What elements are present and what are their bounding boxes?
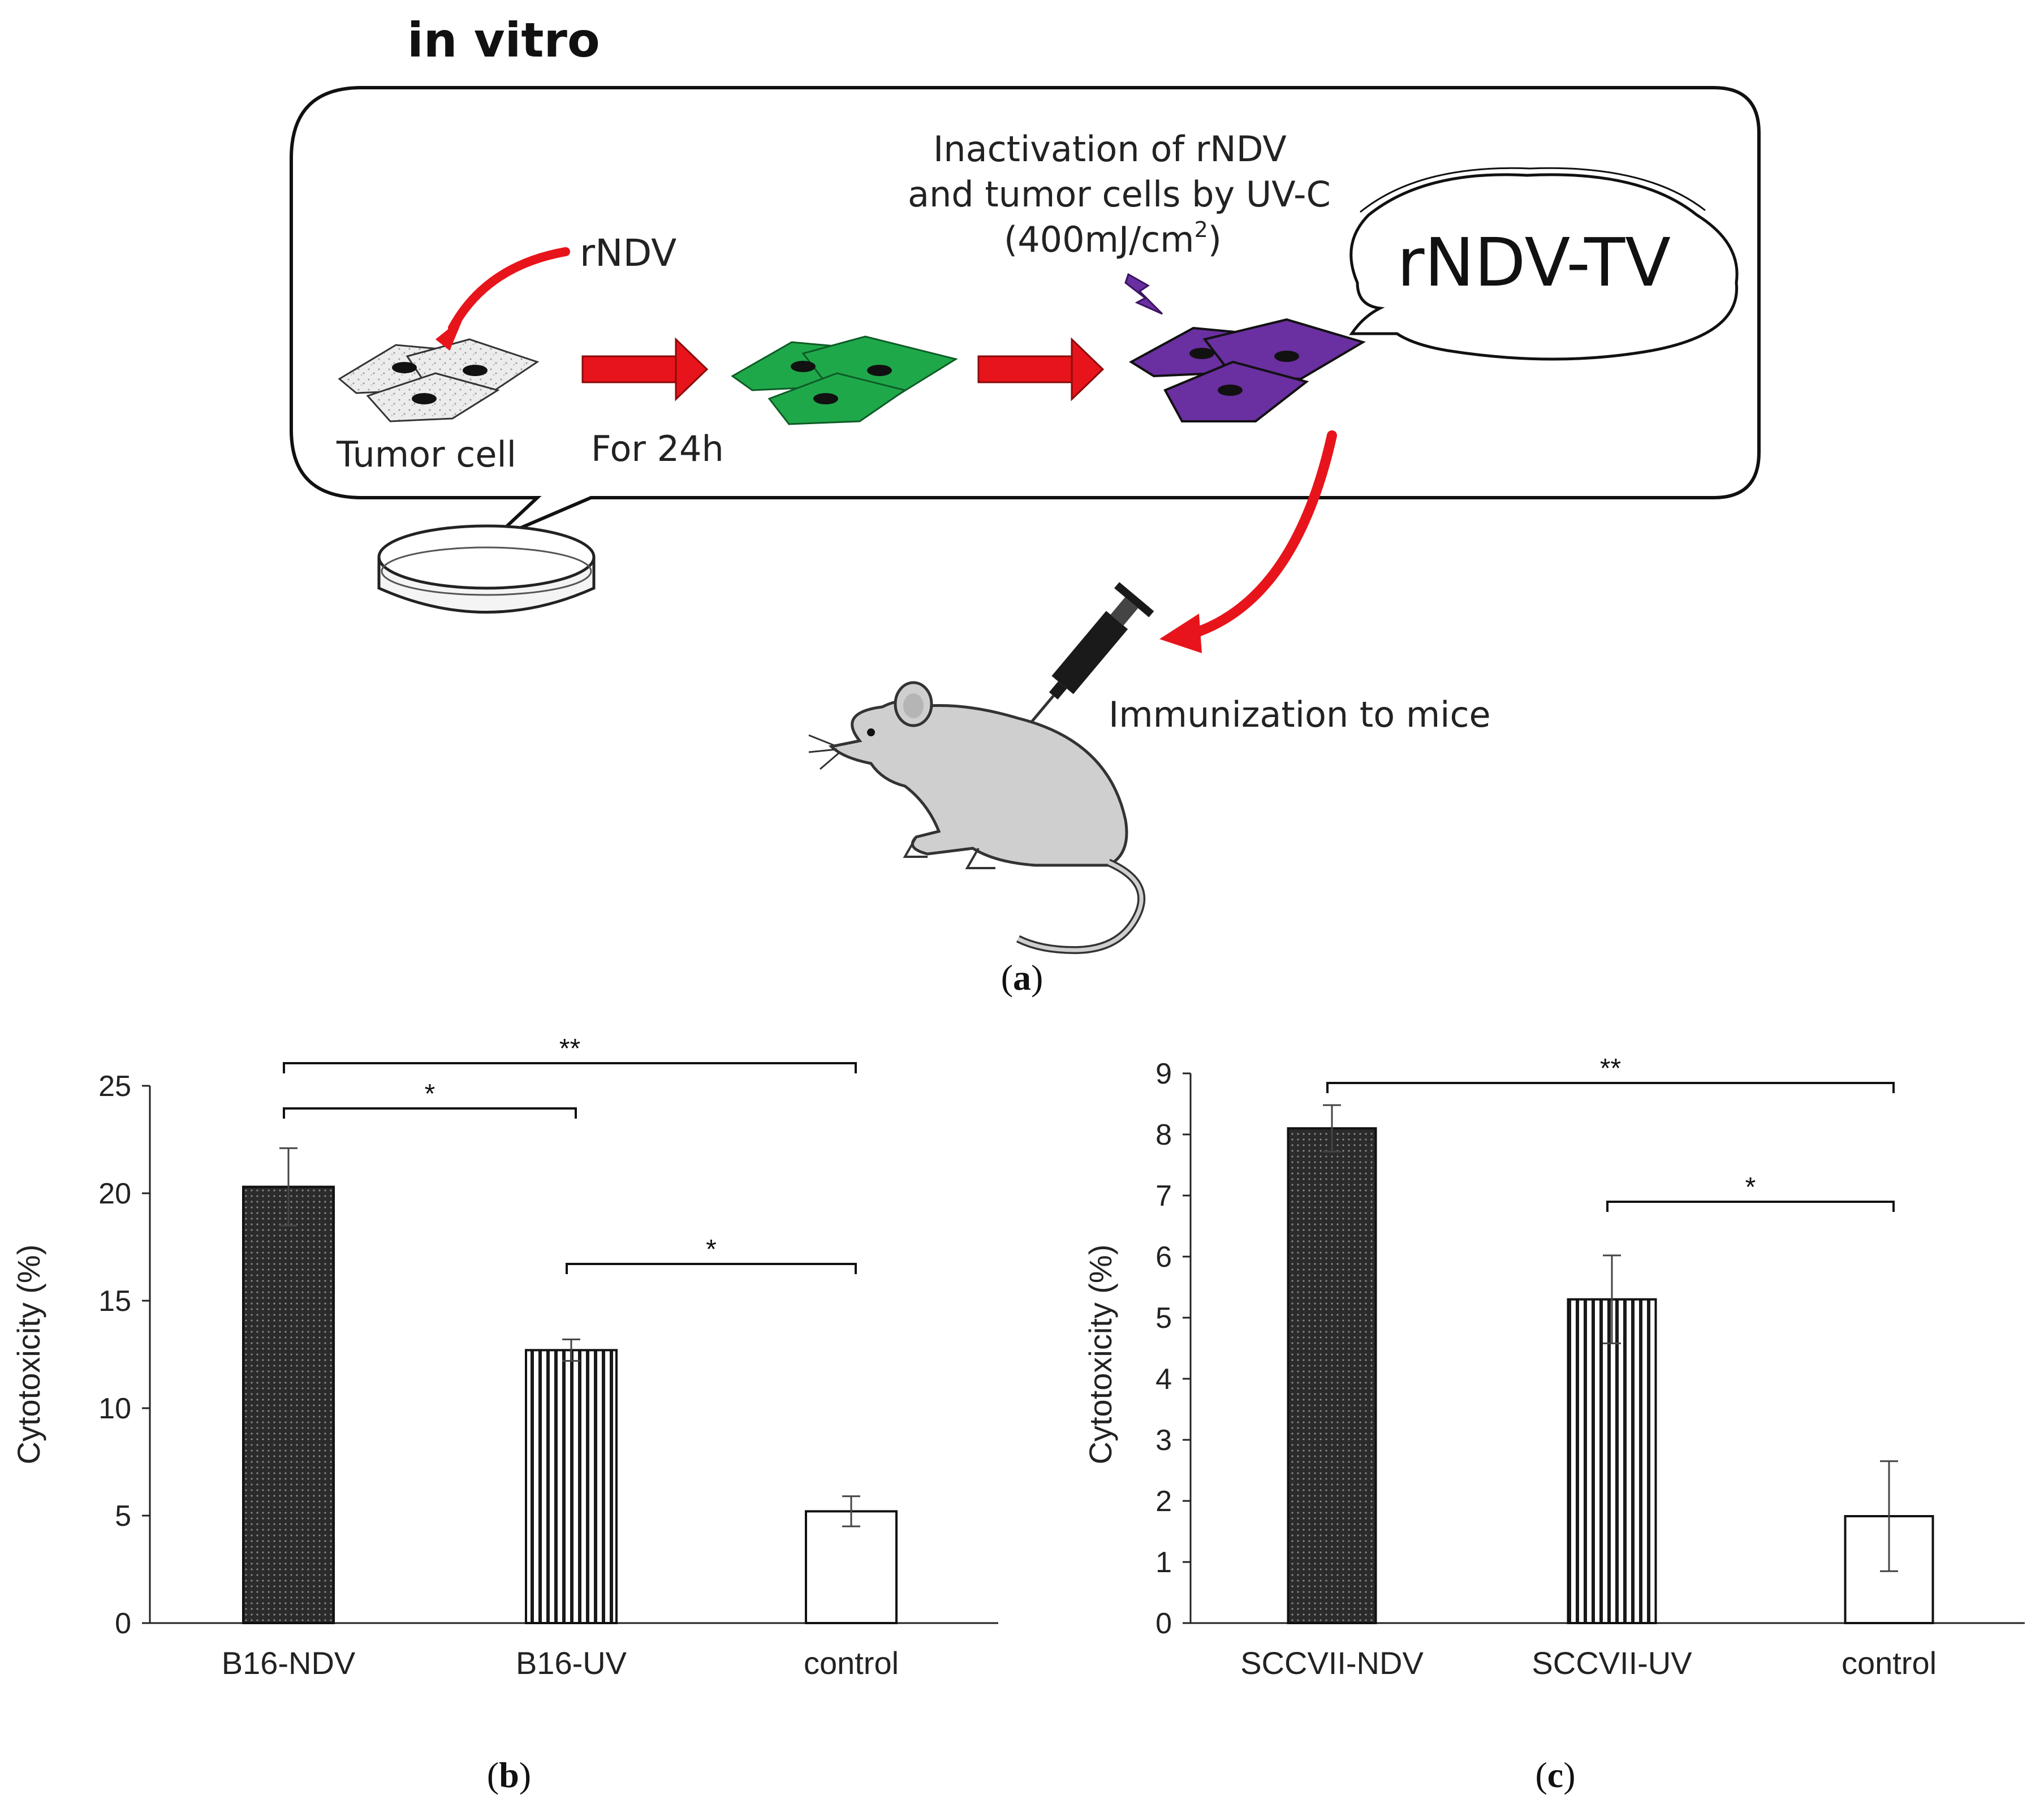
caption-b: (b) [487, 1755, 531, 1795]
bar-b16-ndv [242, 1185, 335, 1625]
significance-bracket [1606, 1201, 1895, 1212]
chart-c: 0 1 2 3 4 5 6 7 8 9 Cytotoxicity (%) SCCVII-NDV SCCV… [1083, 1054, 2025, 1795]
x-tick-label: control [1842, 1645, 1937, 1681]
y-tick-label: 8 [1155, 1119, 1172, 1151]
x-tick-label: B16-UV [516, 1645, 627, 1681]
y-tick-label: 5 [1155, 1302, 1172, 1335]
significance-label: ** [1600, 1054, 1621, 1084]
y-tick-label: 9 [1155, 1058, 1172, 1090]
y-axis-title: Cytotoxicity (%) [11, 1245, 46, 1465]
y-tick-label: 5 [115, 1500, 131, 1533]
y-tick-label: 25 [98, 1070, 131, 1103]
panel-a-schematic: in vitro Tumor cell rNDV For 24h [290, 12, 1761, 998]
in-vitro-heading: in vitro [407, 12, 600, 68]
bar-control [805, 1510, 898, 1624]
significance-label: * [706, 1235, 717, 1265]
y-tick-label: 7 [1155, 1180, 1172, 1212]
syringe-icon [1021, 582, 1154, 734]
y-tick-label: 0 [115, 1607, 131, 1640]
rndv-arrow-head [435, 317, 464, 351]
y-tick-label: 6 [1155, 1241, 1172, 1274]
significance-label: * [1745, 1172, 1756, 1202]
y-tick-label: 2 [1155, 1485, 1172, 1518]
y-tick-label: 1 [1155, 1546, 1172, 1579]
y-tick-label: 3 [1155, 1424, 1172, 1457]
significance-label: ** [559, 1034, 580, 1064]
y-tick-label: 15 [98, 1285, 131, 1318]
inactivated-cell-cluster-icon [1129, 318, 1366, 422]
tumor-cell-cluster-icon [338, 338, 540, 422]
x-tick-label: SCCVII-NDV [1240, 1645, 1424, 1681]
label-rndv: rNDV [580, 231, 676, 275]
petri-dish-icon [377, 524, 596, 614]
bar-sccvii-uv [1567, 1298, 1657, 1625]
label-tumor-cell: Tumor cell [336, 434, 516, 475]
significance-bracket [1326, 1082, 1895, 1093]
y-axis-title: Cytotoxicity (%) [1083, 1245, 1118, 1465]
significance-label: * [425, 1079, 435, 1109]
significance-bracket [566, 1263, 857, 1274]
label-uv-dose: (400mJ/cm2) [1004, 217, 1222, 260]
immunization-arrow [1188, 430, 1337, 638]
significance-bracket [283, 1062, 857, 1073]
mouse-icon [808, 681, 1146, 955]
bar-sccvii-ndv [1287, 1127, 1377, 1624]
y-tick-label: 10 [98, 1392, 131, 1425]
process-arrow-2 [977, 337, 1105, 402]
y-tick-label: 20 [98, 1177, 131, 1210]
y-tick-label: 4 [1155, 1363, 1172, 1396]
uv-lightning-icon [1124, 273, 1163, 315]
chart-b: 0 5 10 15 20 25 Cytotoxicity (%) B16-NDV B16-UV c… [11, 1034, 998, 1795]
x-tick-label: control [804, 1645, 899, 1681]
x-tick-label: SCCVII-UV [1532, 1645, 1692, 1681]
rndv-infection-arrow [448, 247, 570, 333]
process-arrow-1 [581, 337, 709, 402]
infected-cell-cluster-icon [731, 335, 958, 425]
label-inactivation-line2: and tumor cells by UV-C [908, 174, 1331, 215]
rndv-tv-label: rNDV-TV [1397, 223, 1671, 301]
y-tick-label: 0 [1155, 1607, 1172, 1640]
rndv-tv-bubble [1349, 167, 1739, 361]
caption-a: (a) [1001, 957, 1043, 998]
label-for-24h: For 24h [591, 428, 724, 469]
caption-c: (c) [1535, 1755, 1575, 1795]
label-immunization: Immunization to mice [1109, 694, 1491, 735]
bar-b16-uv [525, 1349, 618, 1624]
x-tick-label: B16-NDV [222, 1645, 356, 1681]
significance-bracket [283, 1107, 577, 1119]
label-inactivation-line1: Inactivation of rNDV [933, 128, 1287, 170]
immunization-arrow-head [1159, 614, 1202, 653]
